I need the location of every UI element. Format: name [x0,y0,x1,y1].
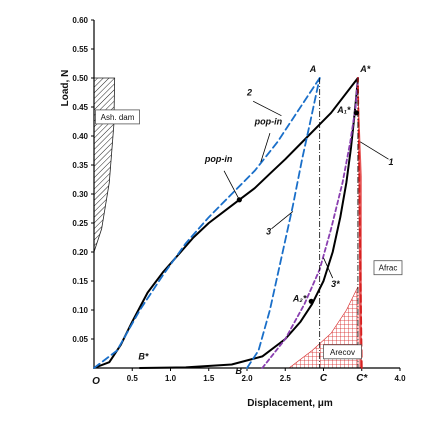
x-tick-label: 4.0 [394,374,406,383]
series-lines [93,77,363,369]
y-tick-label: 0.15 [72,277,88,286]
x-tick-label: 1.5 [203,374,215,383]
point-A1-star [353,110,359,116]
label-A-frac-box [373,260,403,276]
label-A-recov-text: Arecov [330,348,355,357]
label-B: B [236,366,243,376]
y-tick-label: 0.10 [72,306,88,315]
series-loading-2 [93,77,321,369]
leader-curve-3 [271,211,294,230]
point-A2-star [308,298,314,304]
x-axis-label: Displacement, μm [247,398,333,409]
label-A-recov-box [323,344,362,360]
y-tick-label: 0.30 [72,190,88,199]
x-tick-labels: 0.5 1.0 1.5 2.0 2.5 C C* 4.0 [127,368,406,384]
leader-curve-3-star [323,257,334,279]
x-tick-label: 1.0 [165,374,177,383]
label-A-recov: Arecov [323,344,362,360]
series-loading-1 [93,77,359,369]
label-curve-2: 2 [246,87,252,97]
leader-pop-in-lower [223,170,240,200]
area-sh-dam [93,77,116,253]
x-tick-label: 2.0 [241,374,253,383]
point-pop-in [236,197,242,203]
label-pop-in-upper: pop-in [254,116,283,126]
leader-pop-in-upper [260,132,271,163]
y-tick-label: 0.35 [72,161,88,170]
label-A2-star: A₂* [292,293,307,303]
leader-curve-1 [360,141,389,160]
label-A-sh-dam-box [95,109,140,125]
series-unloading-2 [246,77,321,369]
label-A-frac: Afrac [373,260,403,276]
label-A-frac-text: Afrac [379,264,398,273]
y-tick-labels: 0.05 0.10 0.15 0.20 0.25 0.30 0.35 0.40 0.45 0.50… [72,16,94,344]
series-unloading-1 [138,77,359,369]
y-tick-label: 0.20 [72,248,88,257]
y-tick-label: 0.40 [72,132,88,141]
leader-curve-2 [252,100,282,117]
label-A-star: A* [359,64,370,74]
y-tick-label: 0.60 [72,16,88,25]
series-unloading-3 [261,77,359,369]
label-A-sh-dam: Ash. dam [95,109,140,125]
x-tick-label: C* [356,373,368,384]
x-tick-label: 0.5 [127,374,139,383]
label-B-star: B* [138,351,148,361]
annotations: A A* A₁* A₂* B B* pop-in pop-in 1 2 3 3* Ash. dam Afr… [95,64,403,376]
y-tick-label: 0.05 [72,335,88,344]
origin-label: O [92,376,100,387]
y-tick-label: 0.50 [72,74,88,83]
series-unloading-1-steep [356,77,363,369]
x-tick-label: C [320,373,328,384]
label-A: A [309,64,317,74]
label-curve-3: 3 [266,227,271,237]
label-pop-in-lower: pop-in [204,154,233,164]
x-tick-label: 2.5 [280,374,292,383]
y-tick-label: 0.45 [72,103,88,112]
label-A-sh-dam-text: Ash. dam [101,113,135,122]
y-axis-label: Load, N [60,70,71,107]
y-tick-label: 0.25 [72,219,88,228]
label-curve-3-star: 3* [331,279,340,289]
label-A1-star: A₁* [336,105,351,115]
y-tick-label: 0.55 [72,45,88,54]
label-curve-1: 1 [389,157,394,167]
